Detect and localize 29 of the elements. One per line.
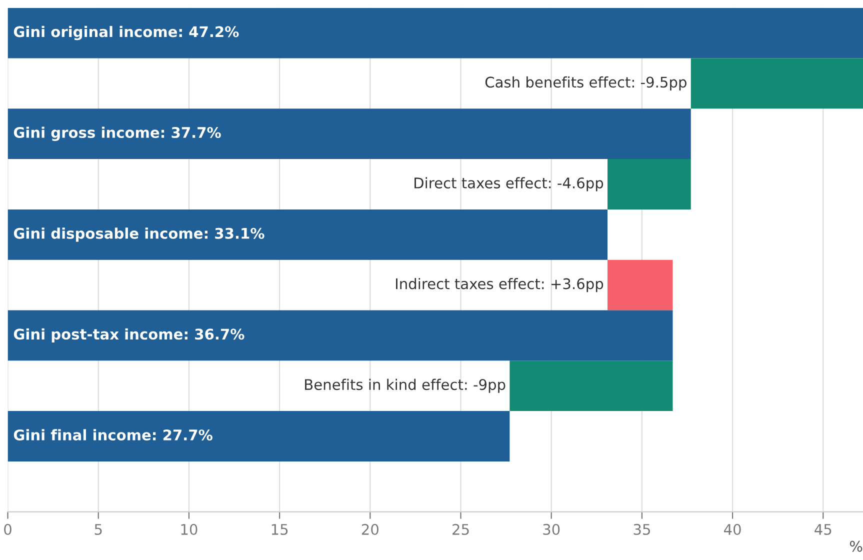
x-tick-label: 20 (362, 524, 378, 535)
x-tick-label: 5 (94, 524, 102, 535)
x-tick-label: 15 (272, 524, 288, 535)
bar (8, 209, 608, 260)
data-label: Gini disposable income: 33.1% (14, 228, 264, 242)
bar (510, 360, 673, 412)
x-tick-label: 25 (452, 524, 469, 535)
data-label: Gini post-tax income: 36.7% (14, 328, 244, 342)
x-tick-label: 0 (4, 524, 12, 535)
x-tick-label: 40 (724, 524, 741, 535)
x-tick-label: 35 (634, 524, 650, 535)
x-axis-title: % (850, 540, 862, 552)
bar (8, 8, 863, 58)
x-tick-label: 10 (181, 524, 198, 535)
x-tick-label: 45 (814, 524, 832, 535)
bar (690, 58, 863, 109)
bar (8, 411, 510, 462)
bar (8, 108, 691, 160)
bar (608, 260, 673, 310)
data-label: Gini gross income: 37.7% (14, 126, 221, 141)
data-label: Direct taxes effect: -4.6pp (414, 177, 604, 192)
x-tick-label: 30 (543, 524, 560, 535)
bar (608, 159, 691, 210)
data-label: Gini original income: 47.2% (14, 26, 239, 40)
data-label: Gini final income: 27.7% (14, 429, 212, 440)
data-label: Cash benefits effect: -9.5pp (485, 76, 686, 90)
data-label: Indirect taxes effect: +3.6pp (396, 278, 604, 292)
bar (8, 310, 673, 361)
data-label: Benefits in kind effect: -9pp (305, 378, 506, 393)
